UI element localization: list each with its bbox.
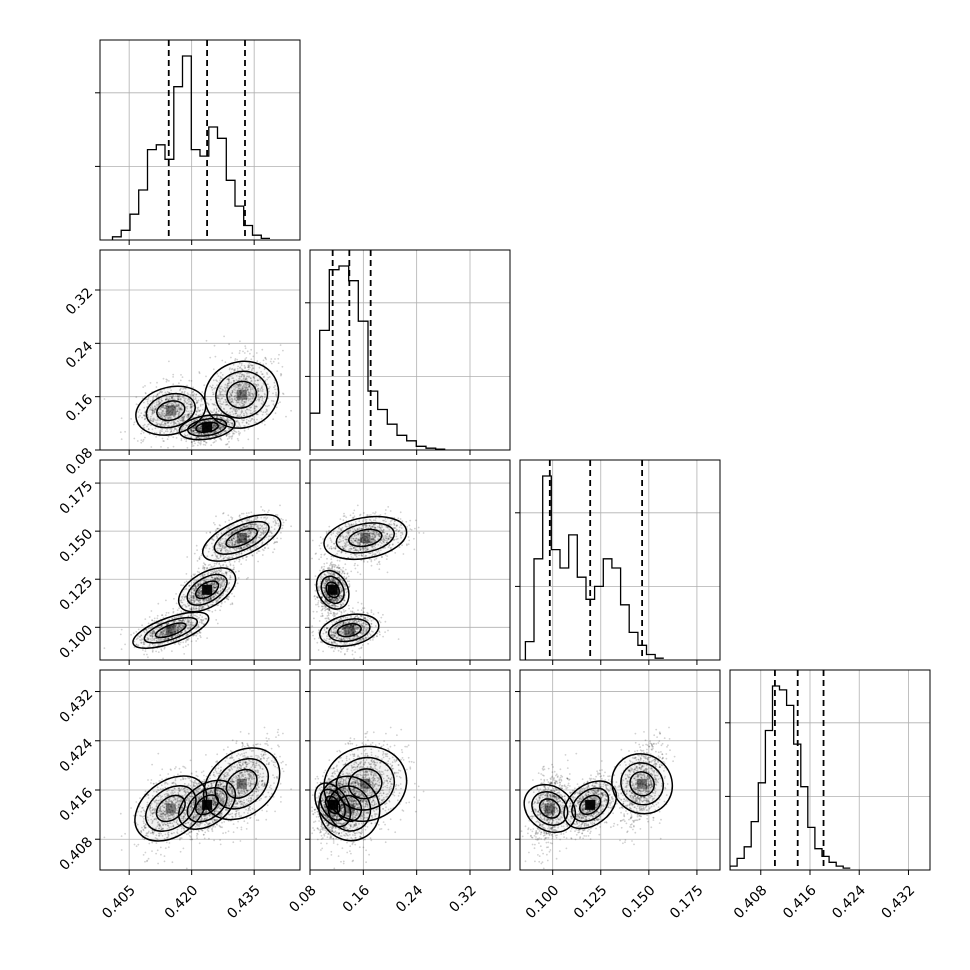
x-tick-label-3-2: 0.125 <box>571 882 611 922</box>
panel-frame-3-2 <box>309 459 511 661</box>
panel-frame-4-4 <box>729 669 931 871</box>
contours-4-1 <box>134 747 281 842</box>
x-tick-label-1-1: 0.405 <box>99 882 139 922</box>
x-tick-label-3-3: 0.150 <box>619 882 659 922</box>
histogram-3 <box>524 475 664 660</box>
panel-frame-4-2 <box>309 669 511 871</box>
y-tick-label-4-4: 0.432 <box>57 687 97 727</box>
contours-4-2 <box>314 745 408 842</box>
y-tick-label-2-3: 0.24 <box>63 338 96 371</box>
y-tick-label-4-3: 0.424 <box>57 736 97 776</box>
x-tick-label-3-1: 0.100 <box>523 882 563 922</box>
x-tick-label-3-4: 0.175 <box>667 882 707 922</box>
y-tick-label-2-1: 0.08 <box>63 445 96 478</box>
histogram-layer <box>111 40 851 870</box>
x-tick-label-2-1: 0.08 <box>286 882 319 915</box>
x-tick-label-4-4: 0.432 <box>879 882 919 922</box>
y-tick-label-3-3: 0.150 <box>57 526 97 566</box>
y-tick-label-3-1: 0.100 <box>57 622 97 662</box>
x-tick-label-4-1: 0.408 <box>731 882 771 922</box>
x-tick-label-2-2: 0.16 <box>340 882 373 915</box>
contour-layer <box>132 360 674 842</box>
x-tick-label-1-2: 0.420 <box>162 882 202 922</box>
x-tick-label-4-3: 0.424 <box>829 882 869 922</box>
scatter-4-2 <box>310 726 425 870</box>
panel-frame-4-1 <box>99 669 301 871</box>
panel-frame-2-1 <box>99 249 301 451</box>
panel-frame-3-1 <box>99 459 301 661</box>
panel-frame-3-3 <box>519 459 721 661</box>
panel-frame-1-1 <box>99 39 301 241</box>
y-tick-label-4-2: 0.416 <box>57 785 97 825</box>
contours-2-1 <box>135 360 280 441</box>
panel-frame-4-3 <box>519 669 721 871</box>
grid-layer <box>100 40 930 870</box>
y-tick-label-3-2: 0.125 <box>57 574 97 614</box>
x-tick-label-4-2: 0.416 <box>780 882 820 922</box>
panel-frame-2-2 <box>309 249 511 451</box>
frame-layer <box>99 39 931 871</box>
x-tick-label-2-3: 0.24 <box>393 882 426 915</box>
y-tick-label-2-4: 0.32 <box>63 285 96 318</box>
histogram-4 <box>730 685 851 870</box>
histogram-1 <box>111 55 270 240</box>
contours-3-2 <box>315 515 408 647</box>
y-tick-label-4-1: 0.408 <box>57 834 97 874</box>
x-tick-label-1-3: 0.435 <box>224 882 264 922</box>
y-tick-label-2-2: 0.16 <box>63 392 96 425</box>
contours-4-3 <box>523 753 674 834</box>
contours-3-1 <box>132 513 282 649</box>
x-tick-label-2-4: 0.32 <box>446 882 479 915</box>
y-tick-label-3-4: 0.175 <box>57 478 97 518</box>
histogram-2 <box>310 265 446 450</box>
